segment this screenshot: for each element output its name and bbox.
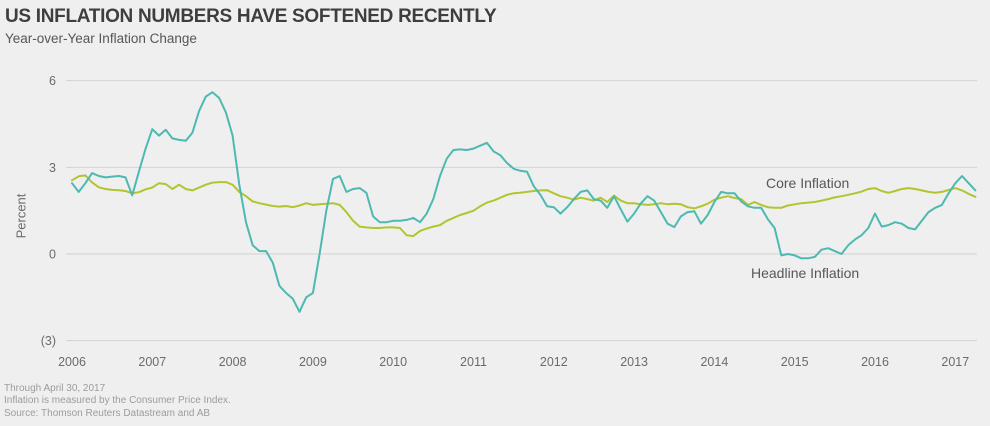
legend-core-inflation: Core Inflation xyxy=(766,175,850,191)
footnote-through-date: Through April 30, 2017 xyxy=(4,383,106,394)
x-tick-label: 2006 xyxy=(58,355,86,369)
y-tick-label: (3) xyxy=(41,334,56,348)
y-tick-label: 3 xyxy=(49,161,56,175)
core-inflation-line xyxy=(71,174,977,238)
x-tick-label: 2008 xyxy=(219,355,247,369)
footnote-measure: Inflation is measured by the Consumer Pr… xyxy=(4,395,231,407)
headline-inflation-line xyxy=(71,91,977,313)
x-tick-label: 2016 xyxy=(861,355,889,369)
footnotes: Through April 30, 2017 Inflation is meas… xyxy=(4,383,231,420)
x-tick-label: 2017 xyxy=(941,355,969,369)
legend-headline-inflation: Headline Inflation xyxy=(751,265,860,281)
x-tick-label: 2012 xyxy=(540,355,568,369)
chart-subtitle: Year-over-Year Inflation Change xyxy=(5,31,197,46)
x-tick-label: 2007 xyxy=(138,355,166,369)
x-tick-label: 2013 xyxy=(620,355,648,369)
x-tick-label: 2011 xyxy=(460,355,487,369)
y-axis-label: Percent xyxy=(13,193,29,239)
y-tick-label: 6 xyxy=(49,74,56,88)
x-tick-label: 2014 xyxy=(700,355,728,369)
page-title: US INFLATION NUMBERS HAVE SOFTENED RECEN… xyxy=(5,6,497,27)
y-tick-label: 0 xyxy=(49,248,56,262)
footnote-source: Source: Thomson Reuters Datastream and A… xyxy=(4,407,211,419)
x-tick-label: 2010 xyxy=(379,355,407,369)
x-tick-label: 2015 xyxy=(781,355,809,369)
x-tick-label: 2009 xyxy=(299,355,327,369)
